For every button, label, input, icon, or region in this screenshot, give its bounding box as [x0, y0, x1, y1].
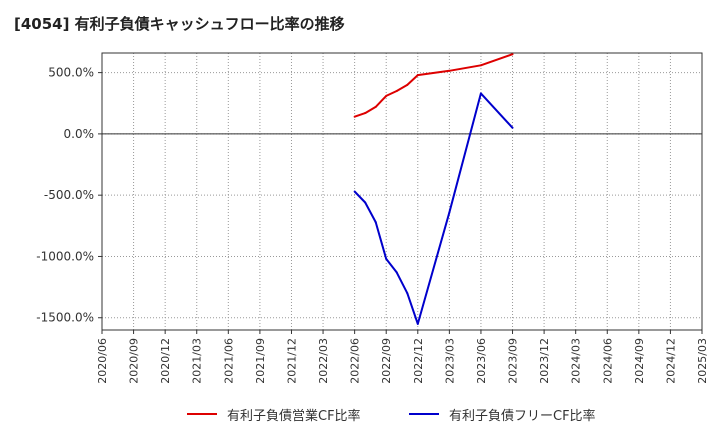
data-point: [364, 112, 367, 115]
series-lines: [353, 53, 514, 325]
data-point: [416, 74, 419, 77]
data-point: [395, 89, 398, 92]
x-tick-label: 2025/03: [696, 338, 709, 384]
y-tick-label: -500.0%: [44, 188, 94, 202]
legend-item-free-cf: 有利子負債フリーCF比率: [409, 404, 596, 424]
legend-swatch-operating-cf: [187, 413, 217, 415]
x-tick-label: 2024/06: [601, 338, 614, 384]
x-tick-label: 2023/12: [538, 338, 551, 384]
data-point: [364, 201, 367, 204]
x-tick-label: 2023/03: [443, 338, 456, 384]
y-tick-label: -1000.0%: [36, 249, 94, 263]
legend-label-free-cf: 有利子負債フリーCF比率: [449, 408, 596, 424]
x-tick-label: 2024/12: [664, 338, 677, 384]
data-point: [479, 64, 482, 67]
x-tick-label: 2021/12: [285, 338, 298, 384]
data-point: [479, 92, 482, 95]
data-point: [448, 69, 451, 72]
data-point: [416, 322, 419, 325]
legend-item-operating-cf: 有利子負債営業CF比率: [187, 404, 361, 424]
data-point: [353, 190, 356, 193]
data-point: [511, 126, 514, 129]
grid-lines: [101, 53, 703, 330]
data-point: [511, 53, 514, 56]
legend-label-operating-cf: 有利子負債営業CF比率: [227, 408, 361, 424]
data-point: [374, 221, 377, 224]
data-point: [448, 211, 451, 214]
x-tick-label: 2021/03: [191, 338, 204, 384]
data-point: [353, 115, 356, 118]
x-axis-ticks: 2020/06 2020/09 2020/12 2021/03 2021/06 2021/…: [96, 330, 709, 384]
data-point: [374, 105, 377, 108]
y-tick-label: 0.0%: [64, 127, 95, 141]
legend-swatch-free-cf: [409, 413, 439, 415]
x-tick-label: 2021/09: [254, 338, 267, 384]
data-point: [385, 257, 388, 260]
y-axis-ticks: 500.0% 0.0% -500.0% -1000.0% -1500.0%: [36, 66, 102, 325]
x-tick-label: 2021/06: [222, 338, 235, 384]
series-line-2: [353, 92, 514, 325]
x-tick-label: 2020/06: [96, 338, 109, 384]
x-tick-label: 2024/03: [570, 338, 583, 384]
chart-title: [4054] 有利子負債キャッシュフロー比率の推移: [14, 15, 345, 33]
y-tick-label: -1500.0%: [36, 311, 94, 325]
data-point: [406, 83, 409, 86]
x-tick-label: 2023/09: [507, 338, 520, 384]
data-point: [406, 292, 409, 295]
data-point: [385, 94, 388, 97]
data-point: [395, 271, 398, 274]
plot-area-frame: [101, 52, 703, 331]
series-line-1: [354, 53, 513, 118]
x-tick-label: 2020/09: [128, 338, 141, 384]
x-tick-label: 2022/03: [317, 338, 330, 384]
x-tick-label: 2022/06: [349, 338, 362, 384]
legend: 有利子負債営業CF比率 有利子負債フリーCF比率: [0, 404, 720, 424]
y-tick-label: 500.0%: [48, 66, 94, 80]
x-tick-label: 2024/09: [633, 338, 646, 384]
x-tick-label: 2022/12: [412, 338, 425, 384]
x-tick-label: 2022/09: [380, 338, 393, 384]
x-tick-label: 2020/12: [159, 338, 172, 384]
x-tick-label: 2023/06: [475, 338, 488, 384]
